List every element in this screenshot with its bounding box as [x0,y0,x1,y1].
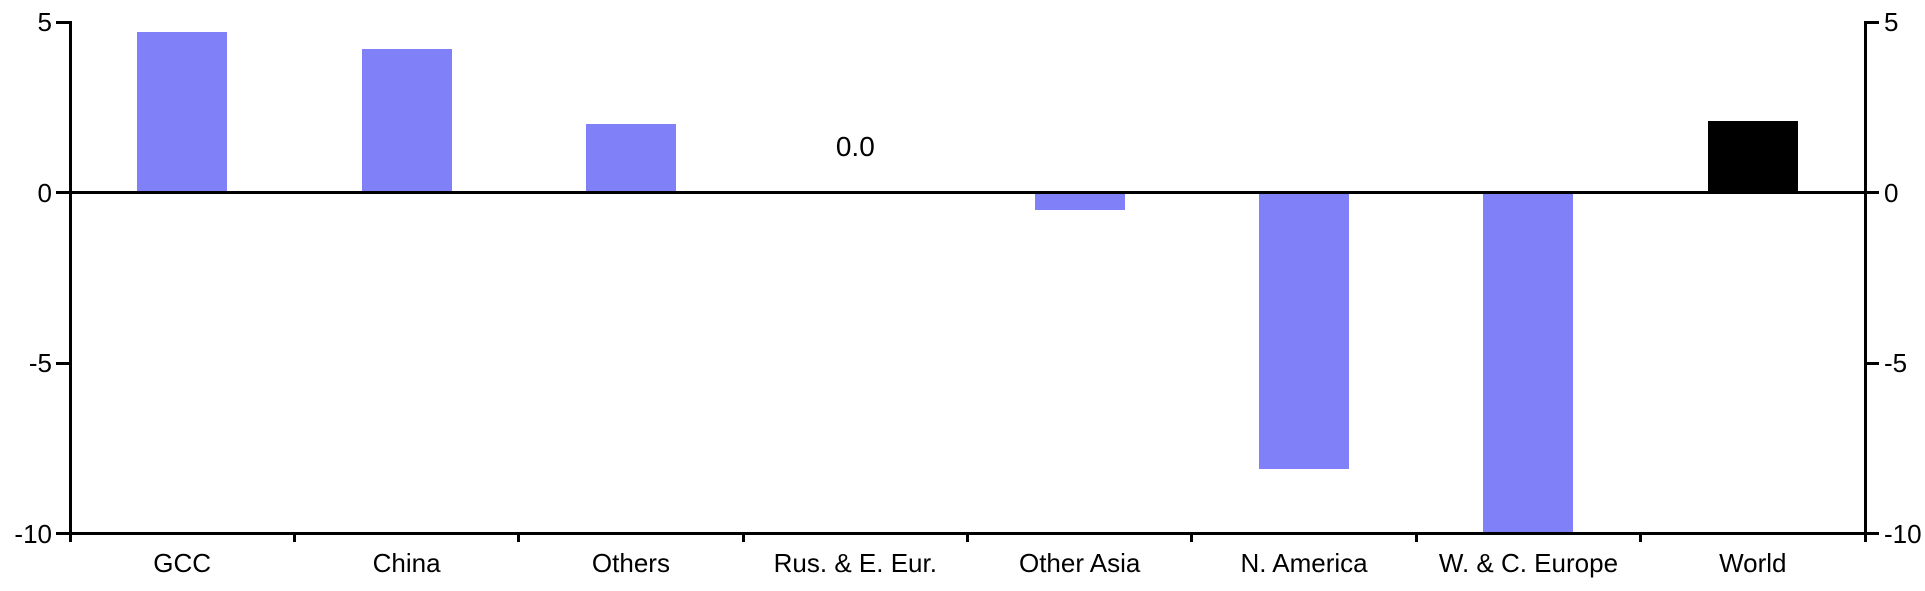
x-label-world: World [1719,548,1787,578]
y-tick-label-left--5: -5 [28,348,52,378]
y-axis-right [1863,20,1867,535]
x-label-others: Others [591,548,670,578]
y-tick-right--5 [1865,361,1879,365]
y-tick-left-0 [56,191,70,194]
bar-w-c-europe [1483,192,1574,534]
bar-gcc [137,32,228,193]
y-tick-label-right--10: -10 [1884,518,1922,549]
x-tick-6 [1414,533,1418,542]
x-tick-0 [68,533,72,542]
x-label-rus-e-eur: Rus. & E. Eur. [773,548,937,578]
y-tick-left--5 [56,361,70,365]
bar-others [585,124,676,193]
x-tick-4 [966,533,969,542]
y-tick-label-left--10: -10 [14,518,52,549]
x-label-other-asia: Other Asia [1018,548,1141,578]
y-tick-label-right--5: -5 [1884,348,1908,378]
bar-china [361,49,452,193]
x-label-n-america: N. America [1240,548,1368,578]
x-label-gcc: GCC [153,548,212,578]
bar-other-asia [1034,192,1125,210]
zero-line [70,191,1865,194]
y-tick-label-left-0: 0 [37,177,52,208]
x-label-w-c-europe: W. & C. Europe [1438,548,1619,578]
x-tick-7 [1639,533,1643,542]
bar-world [1707,120,1798,193]
y-tick-label-left-5: 5 [37,7,52,37]
x-tick-1 [292,533,296,542]
y-tick-label-right-0: 0 [1884,177,1899,208]
y-tick-left-5 [56,20,70,24]
x-tick-5 [1190,533,1194,542]
x-label-china: China [372,548,441,578]
data-label-rus-e-eur: 0.0 [835,130,875,162]
y-tick-right-5 [1865,20,1879,24]
y-axis-left [68,20,72,535]
y-tick-right-0 [1865,191,1879,194]
x-tick-3 [741,533,745,542]
bar-n-america [1259,192,1350,469]
x-tick-8 [1863,533,1867,542]
y-tick-label-right-5: 5 [1884,7,1899,37]
x-tick-2 [517,533,521,542]
